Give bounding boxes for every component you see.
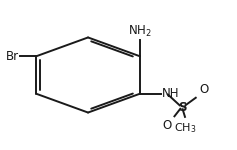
Text: NH$_2$: NH$_2$ <box>128 24 152 39</box>
Text: O: O <box>199 82 209 96</box>
Text: NH: NH <box>162 87 179 100</box>
Text: CH$_3$: CH$_3$ <box>174 121 196 135</box>
Text: O: O <box>162 118 171 132</box>
Text: S: S <box>178 100 187 114</box>
Text: Br: Br <box>6 50 19 63</box>
